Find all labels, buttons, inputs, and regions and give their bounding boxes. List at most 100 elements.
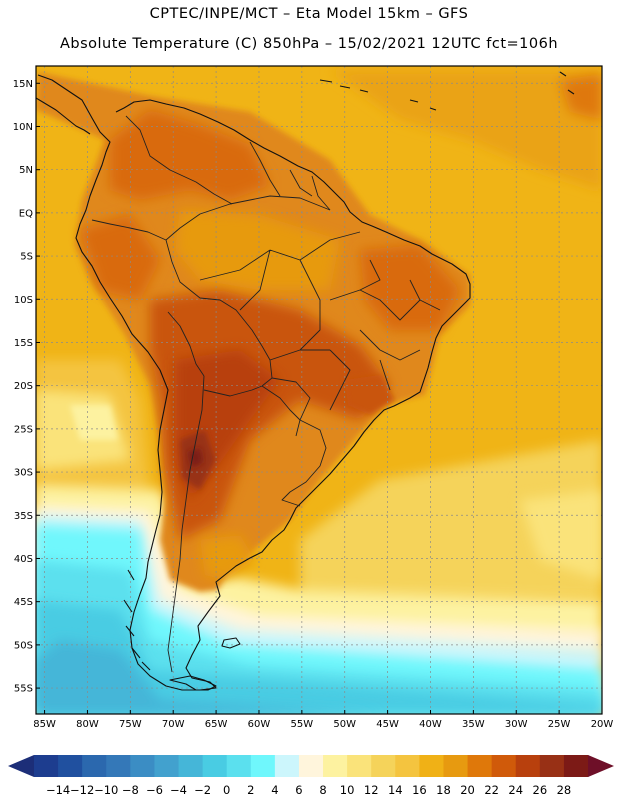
lon-label: 65W: [205, 719, 228, 730]
lat-label: 55S: [14, 684, 33, 695]
border-peru-bolivia: [167, 311, 205, 377]
lat-label: EQ: [19, 208, 33, 219]
lat-label: 20S: [14, 381, 33, 392]
colorbar-swatch: [202, 755, 228, 777]
lon-label: 55W: [291, 719, 314, 730]
colorbar-swatch: [34, 755, 59, 777]
longitude-labels: 85W 80W 75W 70W 65W 60W 55W 50W 45W 40W 35W 30W 25W 2…: [33, 710, 613, 730]
colorbar-label: −12: [70, 783, 94, 797]
colorbar-high-arrow: [588, 755, 614, 777]
colorbar-label: −4: [170, 783, 187, 797]
colorbar-label: 28: [557, 783, 572, 797]
field-hot-southeast-brazil: [345, 375, 395, 415]
colorbar-label: 8: [319, 783, 326, 797]
field-ocean-southeast-pale: [520, 490, 602, 580]
lon-label: 60W: [248, 719, 271, 730]
coastline-falklands: [221, 637, 241, 649]
field-ocean-ne-hot: [560, 74, 602, 120]
field-hot-north: [110, 110, 270, 200]
lon-label: 20W: [591, 719, 614, 730]
colorbar-swatch: [58, 755, 83, 777]
colorbar-label: 2: [247, 783, 254, 797]
border-brazil-paraguay: [271, 377, 311, 421]
colorbar-low-arrow: [8, 755, 34, 777]
colorbar-swatch: [226, 755, 252, 777]
coastline-tierra-del-fuego: [169, 675, 217, 691]
chart-subtitle: Absolute Temperature (C) 850hPa – 15/02/…: [59, 36, 559, 52]
coastline-south-america: [37, 74, 471, 691]
lon-label: 40W: [419, 719, 442, 730]
border-peru-brazil: [165, 239, 221, 301]
country-borders: [91, 115, 441, 673]
coastline-caribbean-islands: [319, 71, 575, 111]
colorbar-swatch: [298, 755, 324, 777]
border-chile-argentina: [167, 375, 205, 673]
colorbar-swatch: [515, 755, 541, 777]
lat-label: 10N: [13, 122, 33, 133]
lat-label: 10S: [14, 295, 33, 306]
colorbar-label: −10: [94, 783, 118, 797]
border-brazil-north: [165, 195, 331, 241]
field-ocean-south-light: [300, 440, 602, 600]
border-venezuela-guyana: [249, 141, 281, 197]
colorbar-label: 22: [484, 783, 499, 797]
colorbar-swatch: [82, 755, 107, 777]
field-south-blue-band: [36, 640, 380, 714]
coastline-chile-islands: [123, 569, 151, 671]
lat-label: 30S: [14, 468, 33, 479]
lon-label: 80W: [76, 719, 99, 730]
lat-label: 45S: [14, 597, 33, 608]
colorbar-swatches: [34, 755, 589, 777]
lat-lon-grid: [36, 66, 602, 714]
border-bolivia-paraguay-argentina: [203, 385, 301, 437]
lon-label: 50W: [333, 719, 356, 730]
colorbar-label: 20: [460, 783, 475, 797]
colorbar-label: −2: [194, 783, 211, 797]
field-south-teal-band: [36, 600, 602, 714]
lat-label: 15S: [14, 338, 33, 349]
colorbar-swatch: [467, 755, 493, 777]
colorbar-label: 24: [508, 783, 523, 797]
lat-label: 25S: [14, 424, 33, 435]
latitude-labels: 15N 10N 5N EQ 5S 10S 15S 20S 25S 30S 35S 40S 45S 50S 5…: [13, 79, 40, 695]
colorbar-swatch: [395, 755, 420, 777]
colorbar-swatch: [491, 755, 517, 777]
lat-label: 35S: [14, 511, 33, 522]
colorbar-swatch: [539, 755, 565, 777]
border-brazil-states: [199, 231, 441, 411]
colorbar-label: −8: [122, 783, 139, 797]
colorbar-labels: −14 −12 −10 −8 −6 −4 −2 0 2 4 6 8 10 12 14 16 18 20 22 24 26…: [46, 783, 571, 797]
colorbar-label: 16: [412, 783, 427, 797]
lon-label: 85W: [33, 719, 56, 730]
map-area: [36, 66, 602, 714]
lon-label: 45W: [376, 719, 399, 730]
coastline-central-america: [36, 97, 91, 135]
colorbar-label: −6: [146, 783, 163, 797]
lat-label: 5N: [19, 165, 33, 176]
colorbar-label: 4: [271, 783, 278, 797]
lon-label: 70W: [162, 719, 185, 730]
colorbar-swatch: [371, 755, 396, 777]
colorbar-label: 0: [223, 783, 230, 797]
colorbar-swatch: [443, 755, 469, 777]
colorbar-label: 6: [295, 783, 302, 797]
colorbar-label: 18: [436, 783, 451, 797]
field-hot-northeast: [360, 245, 460, 330]
field-ocean-ne-warm: [330, 70, 602, 190]
chart-title: CPTEC/INPE/MCT – Eta Model 15km – GFS: [149, 6, 469, 22]
coastlines: [36, 71, 575, 691]
border-colombia-ecuador-peru: [91, 219, 167, 241]
border-brazil-argentina-uruguay: [281, 419, 327, 507]
field-hot-central: [150, 290, 390, 540]
colorbar-label: 26: [533, 783, 548, 797]
colorbar-swatch: [178, 755, 204, 777]
colorbar-swatch: [323, 755, 348, 777]
field-hot-west-amazon: [80, 215, 160, 300]
map-frame: [35, 65, 603, 715]
colorbar-label: 12: [364, 783, 379, 797]
lon-label: 75W: [119, 719, 142, 730]
lon-label: 30W: [505, 719, 528, 730]
colorbar-swatch: [347, 755, 372, 777]
colorbar-swatch: [563, 755, 589, 777]
